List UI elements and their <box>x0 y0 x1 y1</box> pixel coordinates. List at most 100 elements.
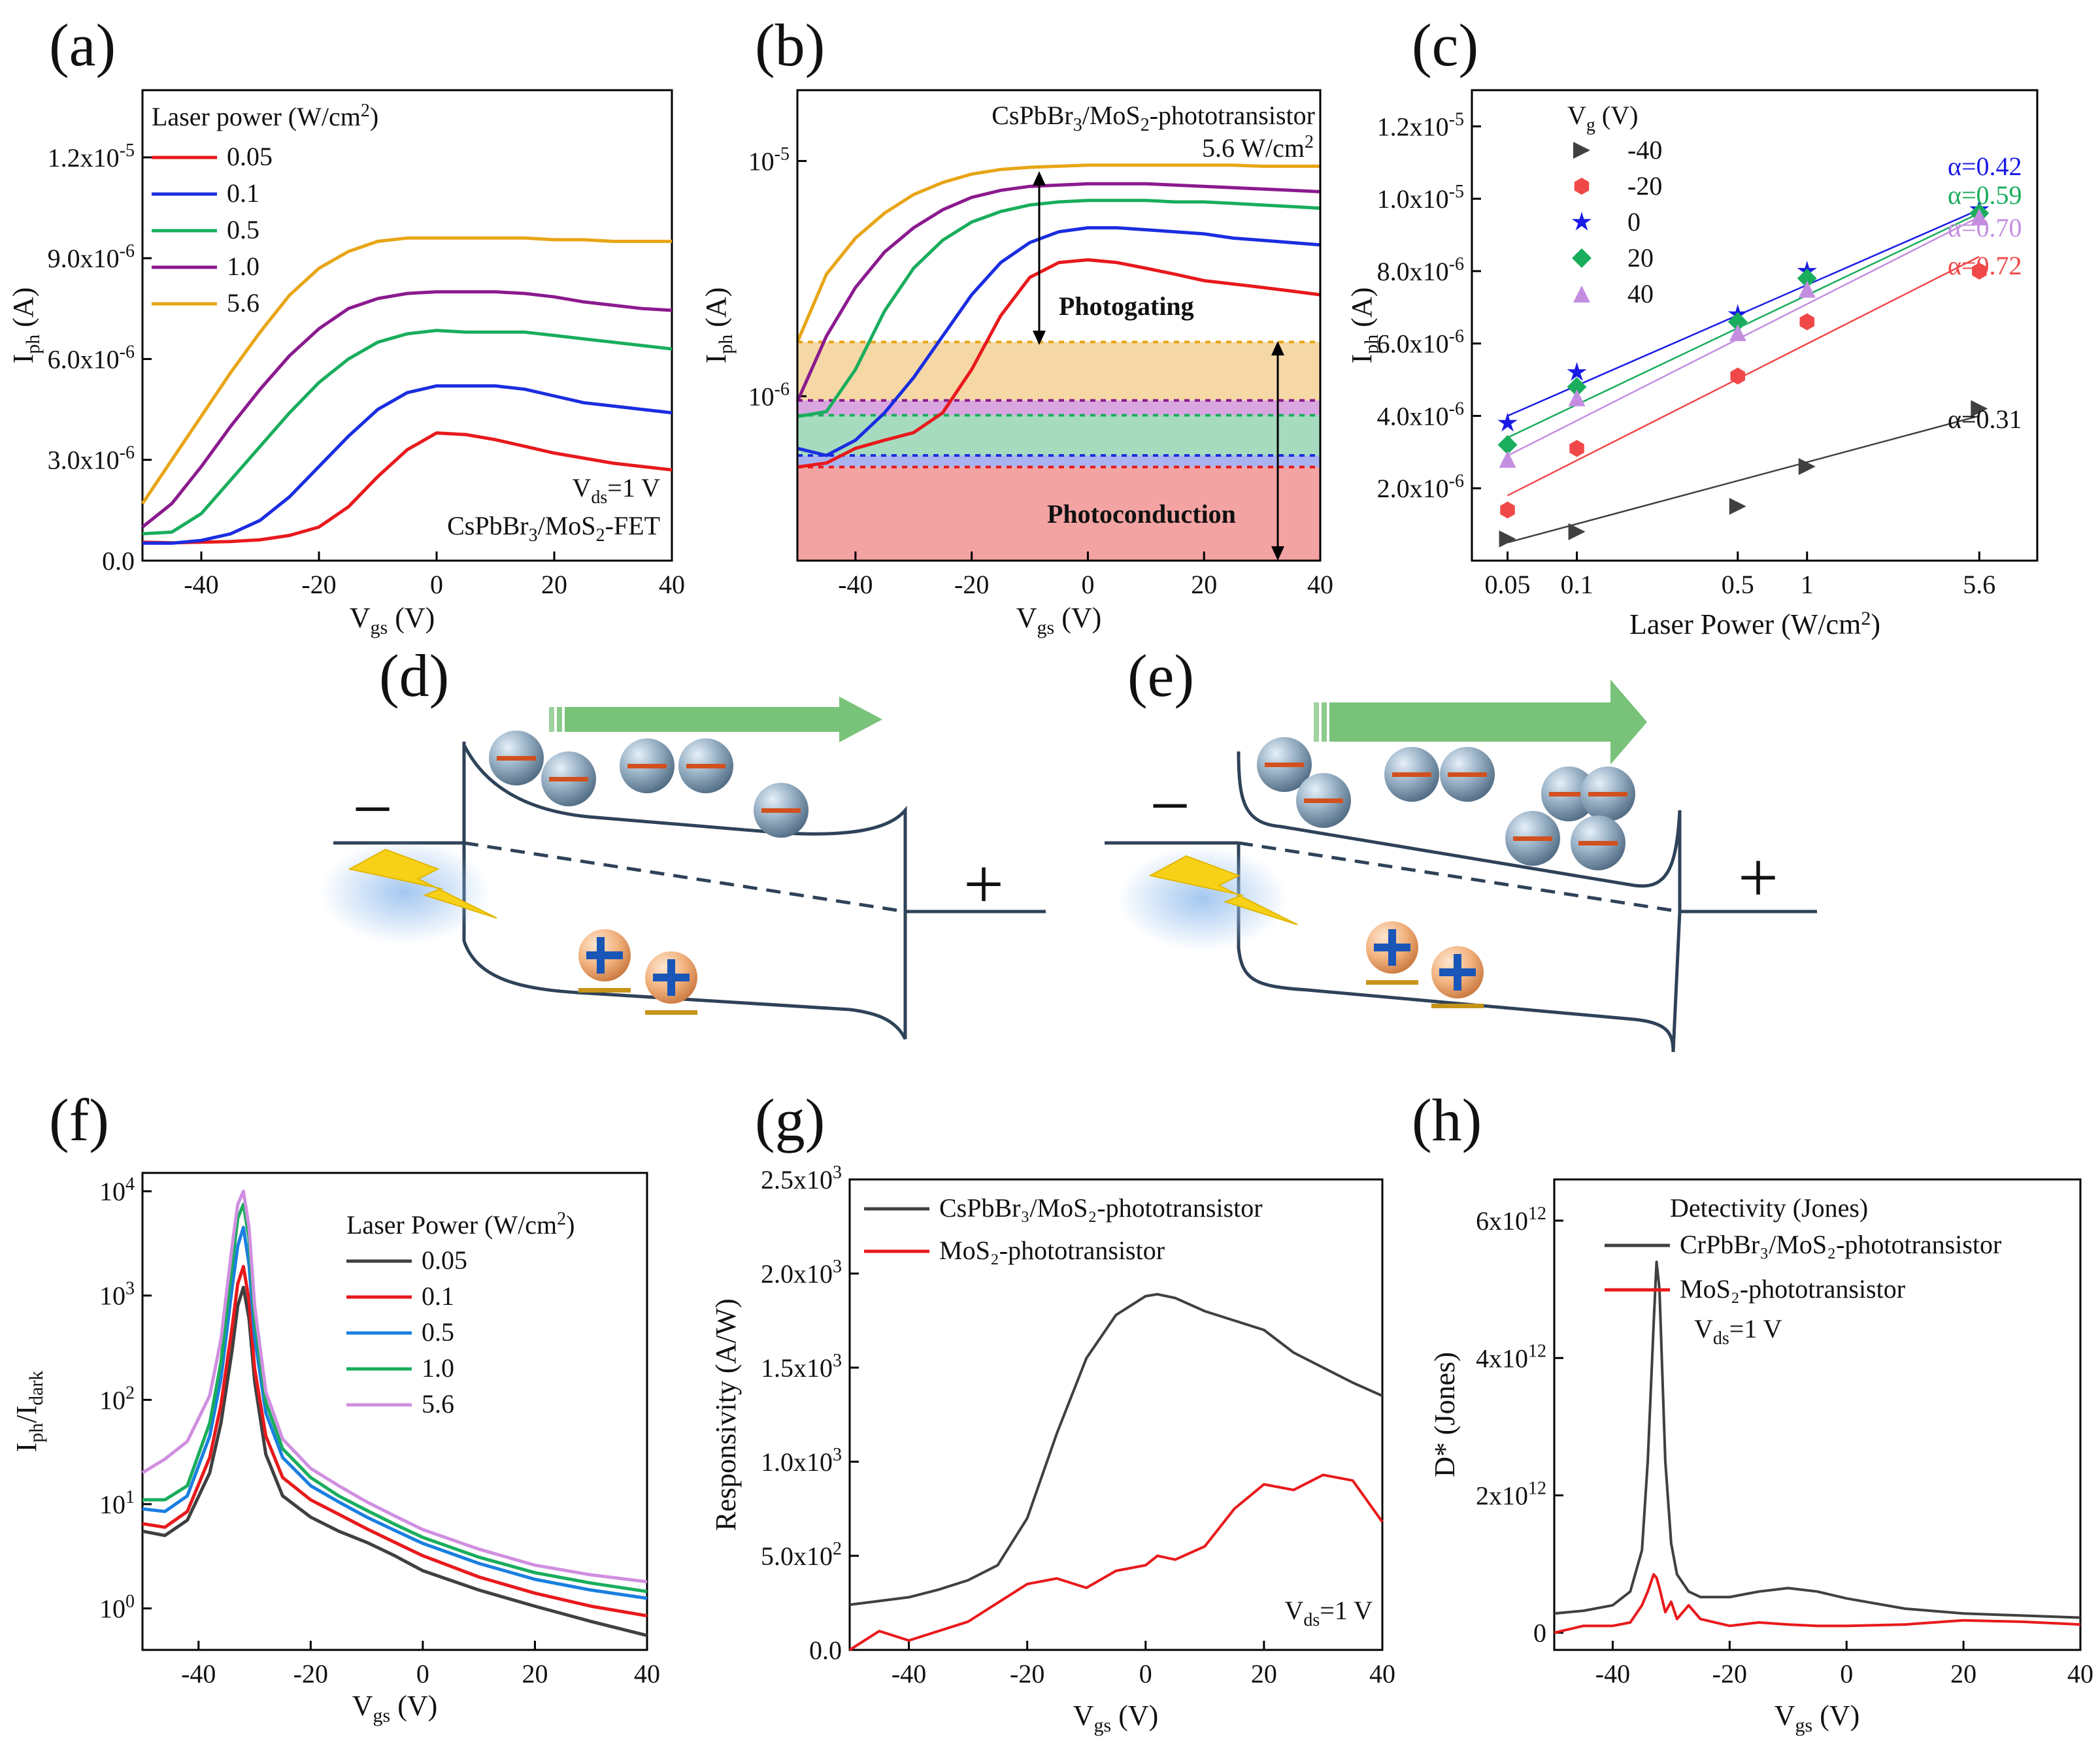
panel-h: (h) -40 -20 0 20 40 0 2x1012 4x1012 6x1012 CrPbBr… <box>1412 1087 2093 1736</box>
panel-b-label: (b) <box>755 12 825 78</box>
plot-c-legend-label: 40 <box>1627 279 1654 308</box>
plot-b-series-2 <box>797 199 1321 418</box>
plot-h-legend-label: MoS₂-phototransistor <box>1680 1274 1905 1304</box>
plot-h-xlabel: Vgs (V) <box>1775 1700 1860 1736</box>
plot-b-xtick-label: 0 <box>1081 570 1094 599</box>
plot-c-point <box>1799 313 1814 331</box>
plot-c-point <box>1567 362 1587 381</box>
plot-f-ylabel: Iph/Idark <box>10 1371 47 1453</box>
plot-f-legend-title: Laser Power (W/cm2) <box>346 1209 575 1240</box>
plot-g-series-1 <box>848 1473 1384 1651</box>
panel-d: (d) − + <box>320 642 1046 1040</box>
d-light-icon <box>320 840 497 944</box>
plot-c-alpha-label: α=0.59 <box>1948 180 2022 210</box>
plot-a-xtick-label: 0 <box>430 570 443 599</box>
plot-f-legend-label: 0.5 <box>422 1317 454 1347</box>
plot-c-point <box>1571 212 1592 231</box>
plot-h-ylabel: D* (Jones) <box>1429 1352 1461 1477</box>
plot-h-xtick-label: 40 <box>2067 1659 2093 1688</box>
plot-c-ytick-label: 8.0x10-6 <box>1377 254 1464 286</box>
plot-g-xtick-label: 20 <box>1251 1659 1277 1688</box>
d-drift-arrow <box>549 697 882 742</box>
plot-f-ytick-label: 100 <box>99 1591 135 1623</box>
plot-g-ytick-label: 5.0x102 <box>761 1539 842 1571</box>
plot-g-ytick-label: 1.0x103 <box>761 1445 842 1477</box>
plot-b-frame <box>796 89 1322 562</box>
plot-b-band-2 <box>797 415 1320 456</box>
plot-g-xtick-label: -20 <box>1010 1659 1044 1688</box>
plot-c-alpha-label: α=0.72 <box>1948 251 2022 280</box>
plot-c-legend-label: -20 <box>1627 171 1662 201</box>
plot-c-legend-title: Vg (V) <box>1567 101 1638 135</box>
plot-g-xtick-label: -40 <box>892 1659 926 1688</box>
plot-c-xtick-label: 5.6 <box>1963 570 1995 599</box>
plot-f-ytick-label: 104 <box>99 1174 135 1206</box>
plot-c-xtick-label: 0.05 <box>1485 570 1531 599</box>
panel-h-label: (h) <box>1412 1087 1482 1153</box>
plot-b-series-4 <box>795 163 1320 343</box>
plot-b-xtick-label: -40 <box>838 570 873 599</box>
plot-c-point <box>1573 286 1590 303</box>
panel-c: (c) 0.05 0.1 0.5 1 5.6 2.0x10-6 4.0x10-6 6.0x10… <box>1346 12 2039 640</box>
plot-c-point <box>1798 458 1816 475</box>
e-minus-sign: − <box>1150 766 1190 846</box>
panel-a-label: (a) <box>49 12 116 78</box>
plot-b-annotation-photogating: Photogating <box>1059 291 1194 321</box>
plot-h-ytick-label: 4x1012 <box>1476 1341 1546 1373</box>
plot-c-ylabel: Iph (A) <box>1346 288 1382 364</box>
panel-e-label: (e) <box>1127 642 1194 709</box>
plot-c-point <box>1729 497 1746 515</box>
plot-b-series-3 <box>795 182 1321 403</box>
plot-b-ytick-label: 10-5 <box>748 144 790 176</box>
plot-a-ytick-label: 1.2x10-5 <box>48 140 135 173</box>
plot-c-point <box>1497 435 1518 455</box>
plot-f-series-4 <box>141 1189 648 1584</box>
plot-c-legend-label: 20 <box>1627 243 1654 272</box>
plot-a-series-1 <box>142 384 673 545</box>
plot-c-ytick-label: 1.2x10-5 <box>1377 109 1464 141</box>
plot-c-point <box>1574 178 1590 195</box>
plot-c-point <box>1729 324 1746 342</box>
plot-a-annotation-device: CsPbBr3/MoS2-FET <box>447 511 660 546</box>
plot-b-ylabel: Iph (A) <box>700 288 737 364</box>
plot-b-annotation-power: 5.6 W/cm2 <box>1202 132 1314 163</box>
plot-c-alpha-label: α=0.42 <box>1948 152 2022 181</box>
plot-f-ytick-label: 103 <box>99 1279 135 1311</box>
plot-a-series-4 <box>141 236 672 504</box>
e-drift-arrow <box>1314 680 1647 765</box>
plot-c-ytick-label: 4.0x10-6 <box>1377 399 1464 431</box>
plot-f-series-2 <box>142 1225 648 1600</box>
plot-c-point <box>1568 523 1586 540</box>
plot-f-xtick-label: 20 <box>522 1659 548 1688</box>
plot-c-alpha-label: α=0.70 <box>1948 213 2022 242</box>
plot-h-ytick-label: 0 <box>1533 1619 1546 1648</box>
plot-a-legend-label: 0.5 <box>227 215 259 244</box>
plot-a-xlabel: Vgs (V) <box>350 602 435 638</box>
plot-c-point <box>1971 208 1988 225</box>
plot-h-ytick-label: 6x1012 <box>1476 1204 1546 1236</box>
plot-c-alpha-label: α=0.31 <box>1948 404 2022 434</box>
plot-a-ytick-label: 3.0x10-6 <box>48 443 135 475</box>
plot-a-ylabel: Iph (A) <box>7 288 44 364</box>
plot-c-fit-line-0 <box>1507 415 1980 544</box>
plot-a-xtick-label: 40 <box>659 570 685 599</box>
plot-a-ytick-label: 6.0x10-6 <box>48 342 135 374</box>
plot-c-point <box>1572 248 1592 268</box>
plot-b-series-0 <box>797 258 1321 469</box>
plot-g-annotation-vds: Vds=1 V <box>1284 1596 1373 1630</box>
plot-h-legend-title: Detectivity (Jones) <box>1670 1193 1868 1223</box>
e-band-diagram <box>1105 751 1817 1053</box>
plot-b-photoconduction-arrow <box>1271 341 1284 561</box>
plot-g-ytick-label: 2.5x103 <box>761 1162 842 1194</box>
plot-b-annotation-photoconduction: Photoconduction <box>1047 499 1236 529</box>
plot-c-xtick-label: 0.5 <box>1722 570 1754 599</box>
plot-c-ytick-label: 2.0x10-6 <box>1377 471 1464 503</box>
plot-a-xtick-label: 20 <box>541 570 567 599</box>
plot-b-series-1 <box>797 226 1321 457</box>
plot-h-xtick-label: -40 <box>1595 1659 1630 1688</box>
plot-f-ytick-label: 102 <box>99 1383 135 1415</box>
panel-c-label: (c) <box>1412 12 1478 78</box>
plot-a-xtick-label: -40 <box>184 570 218 599</box>
